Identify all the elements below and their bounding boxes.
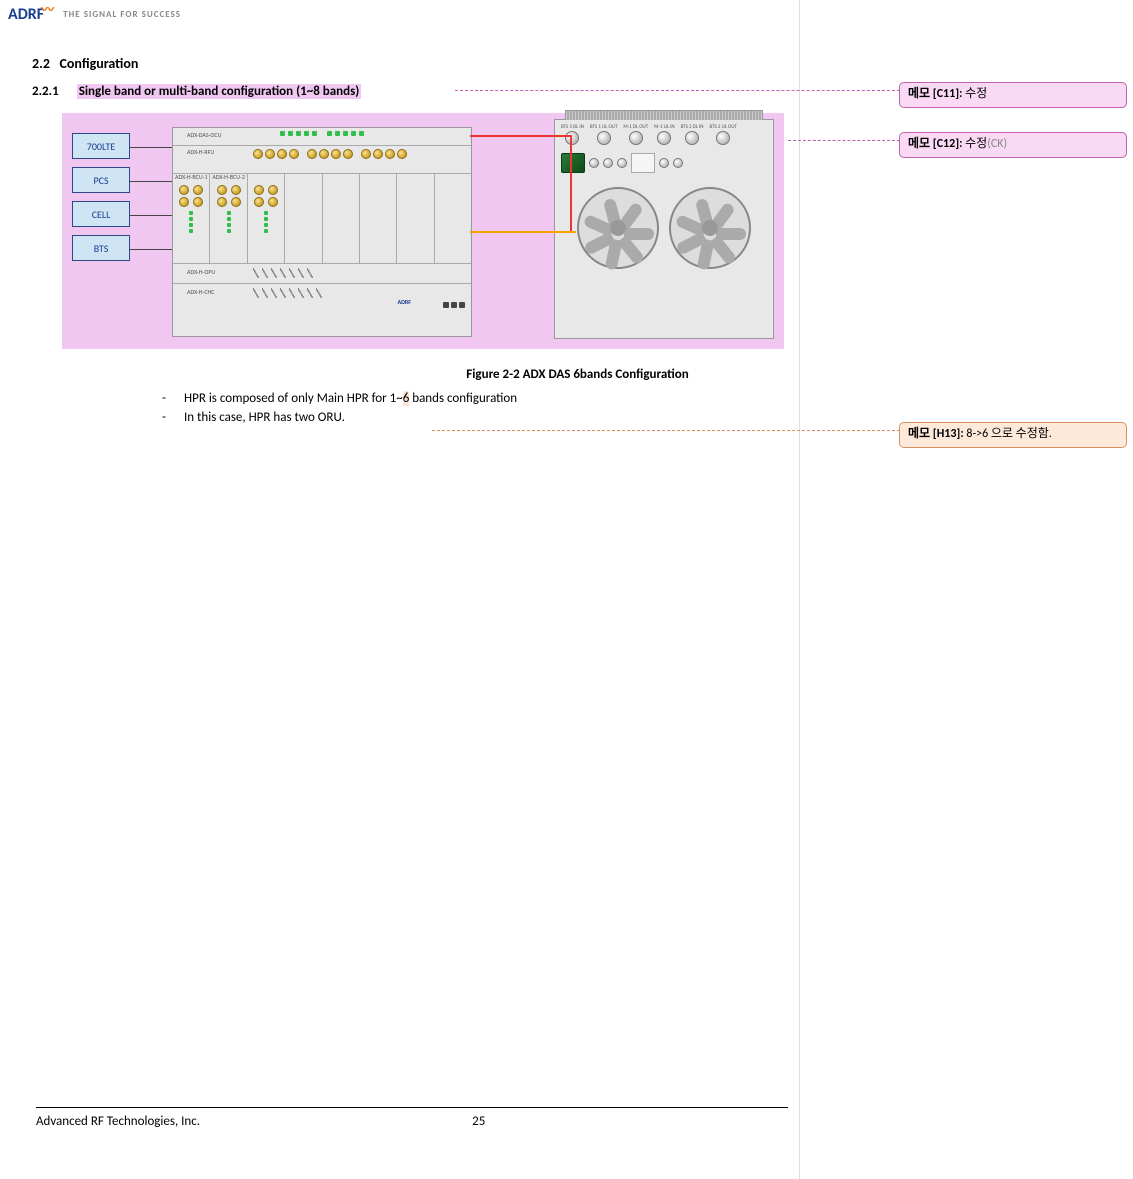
document-page: 2.2 Configuration 2.2.1 Single band or m… <box>0 0 1133 1179</box>
comment-c12-gray: (CK) <box>987 137 1007 151</box>
optic-module <box>561 153 585 173</box>
cable-orange-2 <box>570 231 576 233</box>
footer-company: Advanced RF Technologies, Inc. <box>36 1114 472 1129</box>
label-ocu: ADX-DAS-OCU <box>187 131 221 139</box>
band-700lte: 700LTE <box>72 133 130 159</box>
port-bts2-dl: BTS 2 DL IN <box>681 124 704 145</box>
fan-1 <box>577 187 659 269</box>
bcu-slot-2: ADX-H-BCU-2 <box>210 174 247 263</box>
band-bts: BTS <box>72 235 130 261</box>
band-label-stack: 700LTE PCS CELL BTS <box>72 133 130 261</box>
comment-c12-label: 메모 [C12]: <box>908 137 965 151</box>
leader-c12 <box>788 140 900 141</box>
port-bts2-ul: BTS 2 UL OUT <box>709 124 737 145</box>
label-opu: ADX-H-OPU <box>187 268 215 276</box>
comment-c11-text: 수정 <box>965 87 987 101</box>
chc-mini-ports <box>443 302 465 308</box>
band-line-2 <box>130 181 174 182</box>
cable-red-v <box>570 135 572 231</box>
right-mid-row <box>555 149 773 177</box>
comment-c11[interactable]: 메모 [C11]: 수정 <box>899 82 1127 108</box>
opu-slashes <box>173 264 471 282</box>
fan-row <box>555 177 773 279</box>
cable-orange <box>470 231 576 233</box>
band-line-4 <box>130 249 174 250</box>
bcu-slot-1: ADX-H-BCU-1 <box>173 174 210 263</box>
band-line-1 <box>130 147 174 148</box>
rack-row-opu: ADX-H-OPU <box>173 264 471 284</box>
rfu-connectors <box>173 146 471 162</box>
comment-h13-label: 메모 [H13]: <box>908 427 966 441</box>
comment-c11-label: 메모 [C11]: <box>908 87 965 101</box>
h2-title: Configuration <box>59 55 138 72</box>
right-port-row-1: BTS 1 DL IN BTS 1 UL OUT M-1 DL OUT M-1 … <box>555 120 773 149</box>
rack-main-hpr: ADX-DAS-OCU ADX-H-RFU <box>172 127 472 337</box>
comment-c12[interactable]: 메모 [C12]: 수정(CK) <box>899 132 1127 158</box>
port-bts1-ul: BTS 1 UL OUT <box>590 124 618 145</box>
bcu-slot-empty-4 <box>285 174 322 263</box>
sub-module <box>631 153 655 173</box>
bcu-slot-empty-5 <box>323 174 360 263</box>
label-bcu1: ADX-H-BCU-1 <box>175 173 208 181</box>
h2-number: 2.2 <box>32 55 50 72</box>
bcu-slot-empty-6 <box>360 174 397 263</box>
heading-2-2: 2.2 Configuration <box>32 55 1093 72</box>
rack-row-bcu-slots: ADX-H-BCU-1 ADX-H-BCU-2 <box>173 174 471 264</box>
right-top-module: BTS 1 DL IN BTS 1 UL OUT M-1 DL OUT M-1 … <box>555 120 773 177</box>
band-cell: CELL <box>72 201 130 227</box>
cable-red <box>470 135 570 137</box>
comment-h13[interactable]: 메모 [H13]: 8->6 으로 수정함. <box>899 422 1127 448</box>
chc-logo: ADRF <box>397 298 411 306</box>
label-rfu: ADX-H-RFU <box>187 148 214 156</box>
h3-number: 2.2.1 <box>32 84 59 99</box>
bcu-slot-empty-8 <box>435 174 471 263</box>
label-chc: ADX-H-CHC <box>187 288 215 296</box>
footer-page-number: 25 <box>472 1114 485 1129</box>
bcu-slot-empty-7 <box>397 174 434 263</box>
port-m1-dl: M-1 DL OUT <box>623 124 648 145</box>
leader-c11 <box>455 90 900 91</box>
vent-strip <box>565 110 763 120</box>
rack-row-ocu: ADX-DAS-OCU <box>173 128 471 146</box>
band-line-3 <box>130 215 174 216</box>
label-bcu2: ADX-H-BCU-2 <box>212 173 245 181</box>
rack-hpr-oru: BTS 1 DL IN BTS 1 UL OUT M-1 DL OUT M-1 … <box>554 119 774 339</box>
bullet-1: HPR is composed of only Main HPR for 1~6… <box>162 390 1093 409</box>
leader-h13 <box>432 430 900 431</box>
rack-row-rfu: ADX-H-RFU <box>173 146 471 174</box>
page-footer: Advanced RF Technologies, Inc. 25 <box>36 1107 788 1129</box>
port-m1-ul: M-1 UL IN <box>654 124 674 145</box>
figure-caption: Figure 2-2 ADX DAS 6bands Configuration <box>62 367 1093 382</box>
bcu-slot-3 <box>248 174 285 263</box>
figure-2-2: 700LTE PCS CELL BTS ADX-DAS-OCU <box>62 113 1093 428</box>
comment-h13-text: 8->6 으로 수정함. <box>966 427 1051 441</box>
comment-c12-text: 수정 <box>965 137 987 151</box>
fan-2 <box>669 187 751 269</box>
band-pcs: PCS <box>72 167 130 193</box>
chc-slashes <box>173 284 471 302</box>
h3-title: Single band or multi-band configuration … <box>77 84 362 99</box>
config-diagram: 700LTE PCS CELL BTS ADX-DAS-OCU <box>62 113 784 349</box>
rack-row-chc: ADX-H-CHC ADRF <box>173 284 471 310</box>
